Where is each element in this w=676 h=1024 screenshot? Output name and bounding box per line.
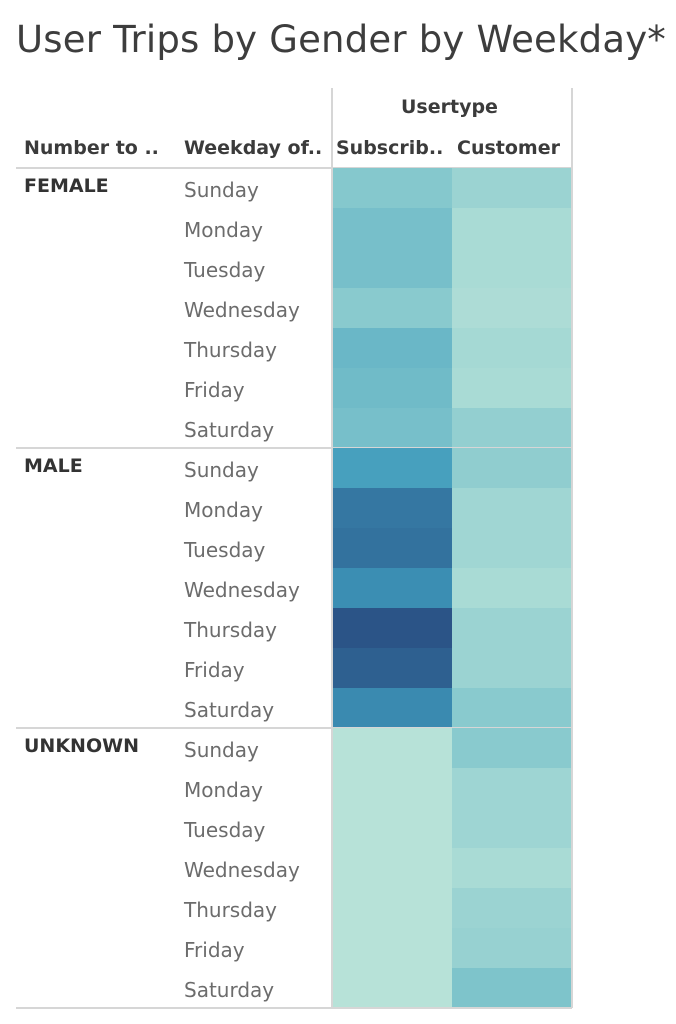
column-header-customer: Customer xyxy=(457,137,560,159)
heatmap-cell-male-wednesday-customer[interactable] xyxy=(452,568,572,608)
header-divider-right xyxy=(571,88,573,168)
heatmap-cell-male-saturday-customer[interactable] xyxy=(452,688,572,728)
heatmap-cell-female-friday-subscriber[interactable] xyxy=(332,368,452,408)
grid-divider-right xyxy=(571,168,573,1008)
weekday-label: Wednesday xyxy=(184,578,300,602)
weekday-label: Saturday xyxy=(184,418,275,442)
weekday-label: Wednesday xyxy=(184,858,300,882)
weekday-label: Thursday xyxy=(184,618,277,642)
heatmap-cell-unknown-monday-customer[interactable] xyxy=(452,768,572,808)
group-divider xyxy=(16,727,572,729)
heatmap-cell-unknown-wednesday-subscriber[interactable] xyxy=(332,848,452,888)
weekday-label: Monday xyxy=(184,498,263,522)
heatmap-cell-unknown-friday-customer[interactable] xyxy=(452,928,572,968)
heatmap-cell-female-sunday-subscriber[interactable] xyxy=(332,168,452,208)
heatmap-cell-unknown-saturday-customer[interactable] xyxy=(452,968,572,1008)
weekday-label: Saturday xyxy=(184,978,275,1002)
weekday-label: Friday xyxy=(184,938,245,962)
group-label-female: FEMALE xyxy=(24,175,109,197)
heatmap-cell-male-tuesday-customer[interactable] xyxy=(452,528,572,568)
heatmap-cell-male-saturday-subscriber[interactable] xyxy=(332,688,452,728)
heatmap-cell-male-thursday-subscriber[interactable] xyxy=(332,608,452,648)
weekday-label: Thursday xyxy=(184,898,277,922)
heatmap-cell-male-tuesday-subscriber[interactable] xyxy=(332,528,452,568)
group-label-unknown: UNKNOWN xyxy=(24,735,139,757)
heatmap-cell-unknown-tuesday-subscriber[interactable] xyxy=(332,808,452,848)
heatmap-cell-unknown-tuesday-customer[interactable] xyxy=(452,808,572,848)
heatmap-cell-male-sunday-customer[interactable] xyxy=(452,448,572,488)
heatmap-cell-male-sunday-subscriber[interactable] xyxy=(332,448,452,488)
weekday-label: Wednesday xyxy=(184,298,300,322)
heatmap-cell-male-thursday-customer[interactable] xyxy=(452,608,572,648)
heatmap-cell-female-thursday-customer[interactable] xyxy=(452,328,572,368)
weekday-label: Sunday xyxy=(184,738,259,762)
weekday-label: Sunday xyxy=(184,178,259,202)
group-divider xyxy=(16,1007,572,1009)
heatmap-cell-unknown-thursday-customer[interactable] xyxy=(452,888,572,928)
column-header-subscriber: Subscrib.. xyxy=(336,137,444,159)
grid-divider-left xyxy=(331,168,333,1008)
weekday-label: Tuesday xyxy=(184,538,266,562)
heatmap-cell-unknown-friday-subscriber[interactable] xyxy=(332,928,452,968)
heatmap-cell-unknown-monday-subscriber[interactable] xyxy=(332,768,452,808)
heatmap-cell-female-saturday-subscriber[interactable] xyxy=(332,408,452,448)
heatmap-cell-unknown-sunday-customer[interactable] xyxy=(452,728,572,768)
weekday-label: Tuesday xyxy=(184,258,266,282)
weekday-label: Thursday xyxy=(184,338,277,362)
row-header-weekday: Weekday of.. xyxy=(184,137,323,159)
header-divider-left xyxy=(331,88,333,168)
weekday-label: Friday xyxy=(184,658,245,682)
weekday-label: Sunday xyxy=(184,458,259,482)
heatmap-cell-male-monday-customer[interactable] xyxy=(452,488,572,528)
heatmap-cell-female-monday-customer[interactable] xyxy=(452,208,572,248)
column-group-header: Usertype xyxy=(401,96,498,118)
heatmap-cell-male-friday-customer[interactable] xyxy=(452,648,572,688)
weekday-label: Friday xyxy=(184,378,245,402)
heatmap-cell-male-friday-subscriber[interactable] xyxy=(332,648,452,688)
heatmap-cell-unknown-sunday-subscriber[interactable] xyxy=(332,728,452,768)
heatmap-cell-female-monday-subscriber[interactable] xyxy=(332,208,452,248)
chart-title: User Trips by Gender by Weekday* xyxy=(16,18,666,61)
heatmap-cell-female-tuesday-customer[interactable] xyxy=(452,248,572,288)
heatmap-cell-female-wednesday-customer[interactable] xyxy=(452,288,572,328)
heatmap-cell-unknown-thursday-subscriber[interactable] xyxy=(332,888,452,928)
group-label-male: MALE xyxy=(24,455,83,477)
heatmap-cell-female-sunday-customer[interactable] xyxy=(452,168,572,208)
heatmap-cell-female-tuesday-subscriber[interactable] xyxy=(332,248,452,288)
weekday-label: Monday xyxy=(184,778,263,802)
heatmap-cell-male-wednesday-subscriber[interactable] xyxy=(332,568,452,608)
heatmap-cell-female-friday-customer[interactable] xyxy=(452,368,572,408)
weekday-label: Saturday xyxy=(184,698,275,722)
heatmap-cell-female-saturday-customer[interactable] xyxy=(452,408,572,448)
weekday-label: Tuesday xyxy=(184,818,266,842)
heatmap-cell-male-monday-subscriber[interactable] xyxy=(332,488,452,528)
group-divider xyxy=(16,447,572,449)
heatmap-cell-unknown-wednesday-customer[interactable] xyxy=(452,848,572,888)
weekday-label: Monday xyxy=(184,218,263,242)
row-header-gender: Number to .. xyxy=(24,137,159,159)
header-bottom-border xyxy=(16,167,572,169)
heatmap-cell-unknown-saturday-subscriber[interactable] xyxy=(332,968,452,1008)
heatmap-cell-female-thursday-subscriber[interactable] xyxy=(332,328,452,368)
heatmap-cell-female-wednesday-subscriber[interactable] xyxy=(332,288,452,328)
